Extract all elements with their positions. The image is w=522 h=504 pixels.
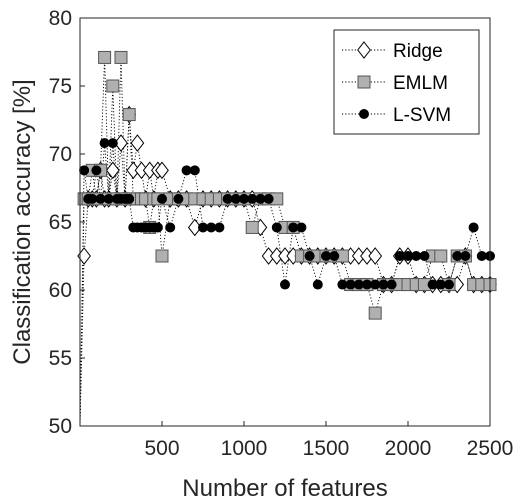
l-svm-point <box>206 222 217 233</box>
l-svm-point <box>271 222 282 233</box>
series-markers <box>77 50 497 320</box>
x-tick-label: 1500 <box>303 437 350 460</box>
l-svm-point <box>222 193 233 204</box>
ridge-point <box>105 161 120 180</box>
l-svm-point <box>198 222 208 233</box>
emlm-point <box>98 50 112 64</box>
l-svm-point <box>288 222 299 233</box>
x-tick-label: 2000 <box>385 437 432 460</box>
l-svm-point <box>152 222 163 233</box>
legend-label: L-SVM <box>393 105 451 126</box>
l-svm-point <box>345 279 356 290</box>
emlm-point <box>114 50 128 64</box>
y-tick-label: 80 <box>49 7 72 30</box>
x-axis-label: Number of features <box>182 475 387 502</box>
x-tick-label: 500 <box>144 437 179 460</box>
x-tick-label: 2500 <box>467 437 514 460</box>
l-svm-point <box>296 222 307 233</box>
emlm-point <box>245 220 259 234</box>
ridge-point <box>155 161 169 180</box>
l-svm-point <box>304 251 315 261</box>
y-axis-label: Classification accuracy [%] <box>9 79 36 364</box>
l-svm-point <box>321 251 331 261</box>
legend-marker-emlm <box>357 75 371 89</box>
l-svm-point <box>435 279 446 290</box>
x-tick-label: 1000 <box>221 437 268 460</box>
y-tick-label: 55 <box>49 347 72 370</box>
ridge-point <box>130 134 145 152</box>
l-svm-point <box>394 251 405 261</box>
l-svm-point <box>214 222 225 233</box>
l-svm-point <box>403 251 413 261</box>
l-svm-point <box>370 279 381 290</box>
l-svm-point <box>329 251 340 261</box>
y-tick-label: 50 <box>49 415 72 438</box>
l-svm-point <box>460 251 471 261</box>
l-svm-point <box>386 279 397 290</box>
l-svm-point <box>181 165 192 176</box>
l-svm-point <box>419 251 430 261</box>
l-svm-point <box>255 193 266 204</box>
l-svm-point <box>87 193 98 204</box>
legend-label: Ridge <box>393 41 443 62</box>
l-svm-point <box>312 279 323 290</box>
l-svm-point <box>189 165 200 176</box>
emlm-point <box>434 249 448 263</box>
emlm-point <box>155 249 169 263</box>
legend: Ridge EMLM L-SVM <box>333 29 480 135</box>
l-svm-point <box>337 279 348 290</box>
l-svm-point <box>476 251 487 261</box>
l-svm-point <box>378 279 389 290</box>
l-svm-point <box>280 279 290 290</box>
legend-marker-l-svm <box>359 109 369 119</box>
y-tick-label: 60 <box>49 279 72 302</box>
ridge-line <box>79 114 490 427</box>
emlm-point <box>368 306 382 320</box>
l-svm-point <box>444 279 454 290</box>
emlm-point <box>106 79 120 93</box>
legend-marker-ridge <box>357 41 371 59</box>
l-svm-point <box>103 193 114 204</box>
l-svm-point <box>263 193 274 204</box>
emlm-point <box>122 108 136 122</box>
l-svm-point <box>353 279 364 290</box>
l-svm-point <box>411 251 422 261</box>
l-svm-point <box>230 193 241 204</box>
l-svm-point <box>173 193 184 204</box>
l-svm-point <box>247 193 258 204</box>
l-svm-point <box>468 222 479 233</box>
l-svm-point <box>91 165 102 176</box>
l-svm-point <box>95 193 106 204</box>
y-tick-label: 65 <box>49 211 72 234</box>
ridge-point <box>368 247 383 265</box>
l-svm-point <box>452 251 463 261</box>
l-svm-point <box>165 222 176 233</box>
y-axis: 50 55 60 65 70 75 80 <box>49 7 85 438</box>
l-svm-point <box>107 138 118 149</box>
y-tick-label: 70 <box>49 143 72 166</box>
l-svm-point <box>99 138 110 149</box>
l-svm-point <box>239 193 249 204</box>
l-svm-point <box>79 165 90 176</box>
l-svm-point <box>362 279 372 290</box>
l-svm-point <box>427 279 438 290</box>
l-svm-point <box>157 193 167 204</box>
y-tick-label: 75 <box>49 75 72 98</box>
x-axis: 500 1000 1500 2000 2500 <box>144 421 513 460</box>
l-svm-point <box>124 193 135 204</box>
legend-label: EMLM <box>393 73 448 94</box>
